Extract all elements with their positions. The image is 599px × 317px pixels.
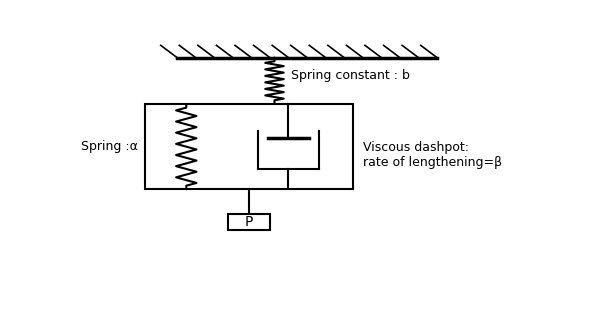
Text: P: P [245, 215, 253, 229]
Text: Spring :α: Spring :α [81, 140, 138, 153]
Text: Spring constant : b: Spring constant : b [291, 69, 410, 82]
Text: Viscous dashpot:
rate of lengthening=β: Viscous dashpot: rate of lengthening=β [363, 141, 502, 169]
Bar [144, 104, 353, 189]
Bar [228, 214, 270, 230]
